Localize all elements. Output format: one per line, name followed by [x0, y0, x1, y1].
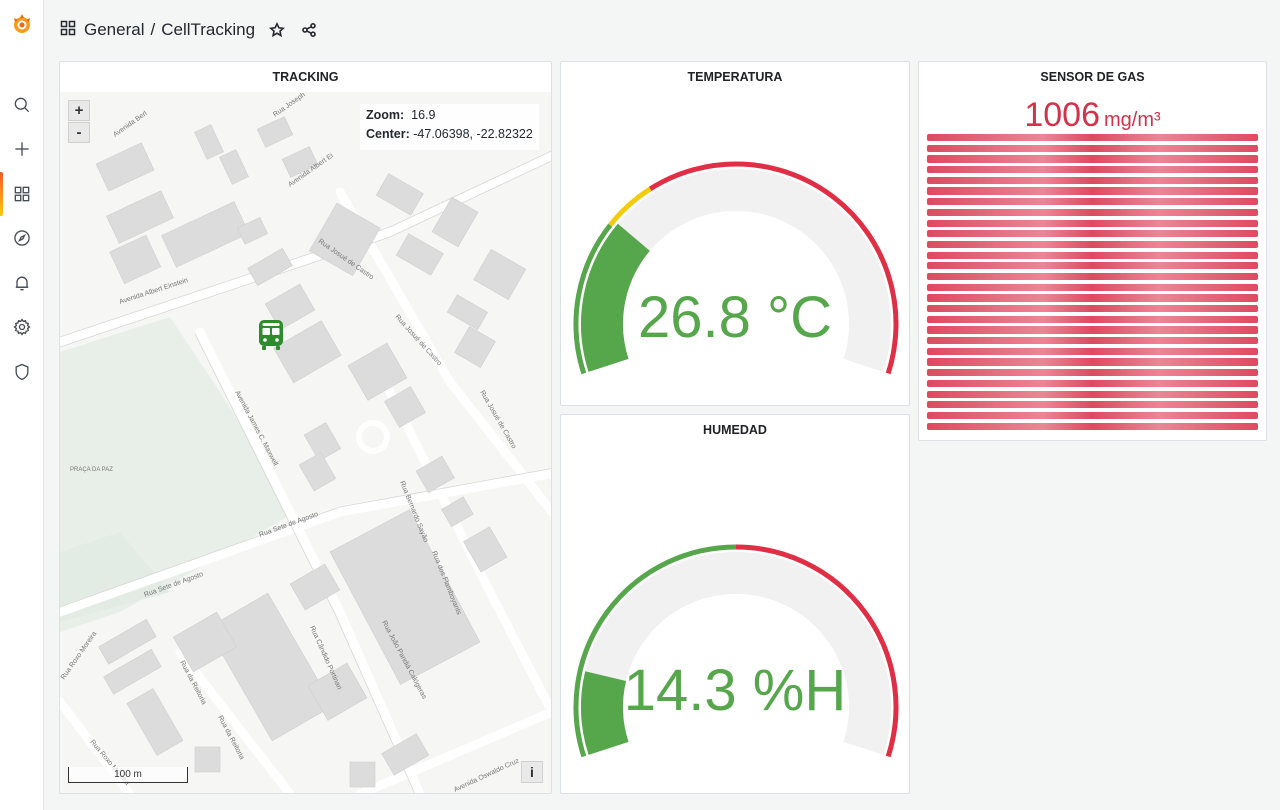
- gas-bar-segment: [927, 155, 1258, 163]
- svg-text:Rua Joseph: Rua Joseph: [272, 92, 307, 119]
- gas-bar-segment: [927, 272, 1258, 281]
- scale-line: 100 m: [68, 767, 188, 783]
- gas-bar-segment: [927, 315, 1258, 323]
- temperature-gauge: [573, 161, 899, 375]
- gear-icon: [13, 318, 31, 336]
- panel-title[interactable]: HUMEDAD: [703, 423, 767, 437]
- svg-text:Avenida Berl: Avenida Berl: [112, 110, 149, 139]
- bell-icon: [15, 276, 29, 291]
- plus-icon: [15, 142, 29, 156]
- gas-bar-segment: [927, 369, 1258, 377]
- gauge-fill: [581, 223, 651, 372]
- panel-tracking: TRACKING: [59, 61, 552, 794]
- share-button[interactable]: [297, 18, 321, 42]
- gas-bar-segment: [927, 208, 1258, 216]
- gas-bar-segment: [927, 240, 1258, 249]
- sidebar-item-server-admin[interactable]: [0, 356, 44, 388]
- grafana-logo[interactable]: [0, 8, 44, 40]
- map-view[interactable]: Avenida Albert Einstein Rua Josué de Cas…: [60, 92, 551, 793]
- zoom-value: 16.9: [411, 108, 436, 122]
- dashboards-icon: [14, 186, 30, 202]
- gas-bar-segment: [927, 187, 1258, 195]
- gas-bar-segment: [927, 134, 1258, 142]
- dashboards-breadcrumb-icon: [60, 20, 76, 41]
- svg-text:Avenida Oswaldo Cruz: Avenida Oswaldo Cruz: [453, 757, 521, 793]
- gas-bar-gauge: [927, 134, 1258, 434]
- star-button[interactable]: [265, 18, 289, 42]
- center-label: Center:: [366, 127, 410, 141]
- map-background: Avenida Albert Einstein Rua Josué de Cas…: [60, 92, 551, 793]
- gas-bar-segment: [927, 422, 1258, 430]
- bus-marker-icon[interactable]: [256, 318, 286, 352]
- gauge-outer-red: [735, 544, 899, 758]
- topbar: General / CellTracking: [44, 0, 1280, 60]
- gas-bar-segment: [927, 294, 1258, 302]
- zoom-label: Zoom:: [366, 108, 405, 122]
- panel-temperatura: TEMPERATURA 26.8 °C: [560, 61, 910, 406]
- search-icon: [14, 97, 30, 113]
- gas-value-unit: mg/m³: [1103, 109, 1161, 131]
- panel-title[interactable]: SENSOR DE GAS: [1040, 70, 1145, 84]
- humidity-gauge: [573, 544, 899, 758]
- temperature-value: 26.8 °C: [637, 285, 833, 350]
- gauge-fill: [581, 671, 629, 755]
- shield-icon: [15, 363, 29, 381]
- gas-bar-segment: [927, 144, 1258, 152]
- gas-bar-segment: [927, 305, 1258, 313]
- gas-value: 1006 mg/m³: [919, 96, 1266, 135]
- gas-bar-segment: [927, 379, 1258, 387]
- gas-bar-segment: [927, 326, 1258, 334]
- gas-bar-segment: [927, 390, 1258, 398]
- svg-text:Rua Roxo Moreira: Rua Roxo Moreira: [60, 631, 98, 682]
- share-icon: [302, 22, 316, 37]
- gas-bar-segment: [927, 262, 1258, 270]
- gas-bar-segment: [927, 283, 1258, 291]
- gas-bar-segment: [927, 230, 1258, 238]
- sidebar-item-alerting[interactable]: [0, 267, 44, 299]
- gas-bar-segment: [927, 401, 1258, 409]
- svg-text:PRAÇA DA PAZ: PRAÇA DA PAZ: [70, 467, 113, 473]
- gauge-outer-green: [573, 544, 737, 758]
- gas-bar-segment: [927, 337, 1258, 345]
- center-value: -47.06398, -22.82322: [413, 127, 533, 141]
- sidebar-item-create[interactable]: [0, 133, 44, 165]
- gauge-outer-green: [573, 223, 613, 375]
- star-icon: [269, 22, 286, 38]
- explore-icon: [14, 230, 30, 246]
- sidebar-item-configuration[interactable]: [0, 311, 44, 343]
- zoom-out-button[interactable]: -: [68, 122, 90, 143]
- gas-bar-segment: [927, 198, 1258, 206]
- gauge-outer-red: [648, 161, 899, 375]
- gas-bar-segment: [927, 251, 1258, 259]
- gas-bar-segment: [927, 411, 1258, 420]
- gauge-track: [581, 552, 891, 755]
- gas-bar-segment: [927, 358, 1258, 366]
- sidebar-item-explore[interactable]: [0, 222, 44, 254]
- panel-title[interactable]: TEMPERATURA: [687, 70, 783, 84]
- gas-bar-segment: [927, 219, 1258, 227]
- attribution-button[interactable]: i: [521, 761, 543, 783]
- breadcrumb-dashboard-title[interactable]: CellTracking: [161, 20, 256, 39]
- sidebar: [0, 0, 44, 810]
- panel-sensor-de-gas: SENSOR DE GAS 1006 mg/m³: [918, 61, 1267, 441]
- panel-title[interactable]: TRACKING: [272, 70, 339, 84]
- sidebar-item-search[interactable]: [0, 89, 44, 121]
- gas-bar-segment: [927, 176, 1258, 184]
- breadcrumb-separator: /: [150, 20, 156, 39]
- gas-bar-segment: [927, 347, 1258, 355]
- grafana-logo-icon: [14, 14, 30, 33]
- panel-humedad: HUMEDAD 14.3 %H: [560, 414, 910, 794]
- map-view-info: Zoom: 16.9 Center: -47.06398, -22.82322: [360, 104, 539, 150]
- gauge-outer-yellow: [608, 186, 652, 227]
- breadcrumb-folder[interactable]: General: [84, 20, 145, 39]
- sidebar-item-dashboards[interactable]: [0, 172, 44, 216]
- humidity-value: 14.3 %H: [623, 658, 847, 723]
- gas-value-number: 1006: [1024, 96, 1100, 134]
- gas-bar-segment: [927, 166, 1258, 174]
- zoom-control: + -: [68, 100, 90, 144]
- zoom-in-button[interactable]: +: [68, 100, 90, 121]
